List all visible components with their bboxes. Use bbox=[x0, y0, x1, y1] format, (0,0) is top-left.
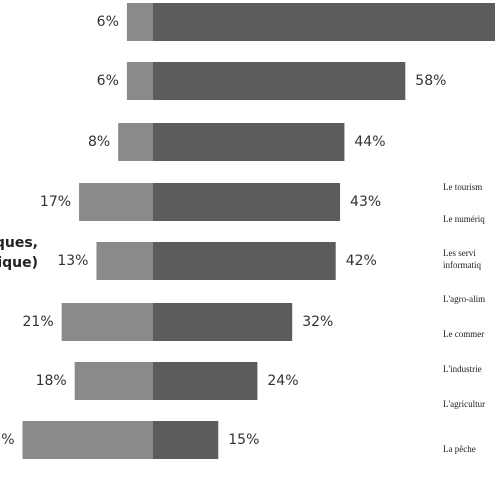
value-label: 18% bbox=[36, 373, 67, 389]
bar bbox=[153, 362, 258, 400]
bar bbox=[96, 242, 153, 280]
value-label: 32% bbox=[302, 314, 333, 330]
bar bbox=[126, 62, 153, 100]
bar bbox=[74, 362, 153, 400]
side-label: La pêche bbox=[443, 444, 476, 454]
side-label: Le commer bbox=[443, 329, 484, 339]
value-label: 13% bbox=[57, 253, 88, 269]
value-label: % bbox=[1, 432, 14, 448]
value-label: 24% bbox=[267, 373, 298, 389]
value-label: 42% bbox=[346, 253, 377, 269]
value-label: 17% bbox=[40, 194, 71, 210]
side-label: Les servi bbox=[443, 248, 476, 258]
value-label: 44% bbox=[354, 134, 385, 150]
bar bbox=[153, 242, 336, 280]
bar bbox=[153, 3, 495, 41]
bar bbox=[153, 123, 345, 161]
bar bbox=[153, 421, 219, 459]
bar bbox=[61, 303, 153, 341]
category-label: ques, bbox=[0, 235, 38, 251]
bar bbox=[22, 421, 153, 459]
side-label: Le tourism bbox=[443, 182, 482, 192]
bar bbox=[153, 62, 406, 100]
value-label: 6% bbox=[97, 73, 119, 89]
bar bbox=[126, 3, 153, 41]
value-label: 21% bbox=[23, 314, 54, 330]
side-label: L'agro-alim bbox=[443, 294, 485, 304]
bar bbox=[153, 183, 341, 221]
bar bbox=[79, 183, 153, 221]
category-label: tique) bbox=[0, 255, 38, 271]
value-label: 15% bbox=[228, 432, 259, 448]
value-label: 8% bbox=[88, 134, 110, 150]
value-label: 6% bbox=[97, 14, 119, 30]
side-label: L'industrie bbox=[443, 364, 482, 374]
side-label: informatiq bbox=[443, 260, 481, 270]
value-label: 58% bbox=[415, 73, 446, 89]
bar bbox=[153, 303, 293, 341]
bar bbox=[118, 123, 153, 161]
side-label: L'agricultur bbox=[443, 399, 485, 409]
side-label: Le numériq bbox=[443, 214, 485, 224]
value-label: 43% bbox=[350, 194, 381, 210]
